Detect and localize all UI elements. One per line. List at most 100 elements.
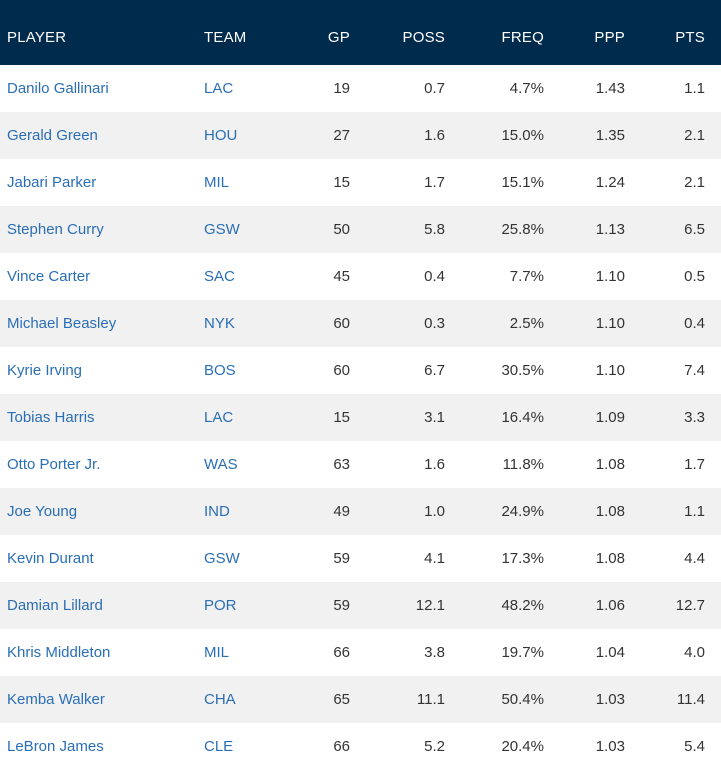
player-cell: Vince Carter [0,253,204,300]
poss-cell: 3.1 [424,409,445,426]
team-cell: GSW [204,535,302,582]
player-name-link[interactable]: LeBron James [7,738,104,755]
ppp-cell: 1.10 [595,268,625,285]
table-row: Kyrie Irving BOS 60 6.7 30.5% 1.10 7.4 [0,347,721,394]
team-link[interactable]: CLE [204,738,234,755]
gp-cell: 49 [333,503,350,520]
player-name-link[interactable]: Michael Beasley [7,315,117,332]
table-row: Stephen Curry GSW 50 5.8 25.8% 1.13 6.5 [0,206,721,253]
pts-cell: 0.5 [684,268,705,285]
column-header-player[interactable]: PLAYER [7,28,67,46]
player-name-link[interactable]: Tobias Harris [7,409,95,426]
column-header-ppp[interactable]: PPP [594,28,625,46]
poss-cell: 1.0 [424,503,445,520]
gp-cell: 66 [333,738,350,755]
pts-cell: 0.4 [684,315,705,332]
ppp-cell: 1.35 [595,127,625,144]
ppp-cell: 1.08 [595,550,625,567]
pts-cell: 11.4 [676,691,705,708]
pts-cell: 1.1 [684,503,705,520]
freq-cell: 2.5% [509,315,544,332]
freq-cell: 24.9% [501,503,544,520]
ppp-cell: 1.03 [595,738,625,755]
team-link[interactable]: WAS [204,456,238,473]
player-name-link[interactable]: Kemba Walker [7,691,105,708]
freq-cell: 30.5% [501,362,544,379]
team-link[interactable]: POR [204,597,237,614]
poss-cell: 0.3 [424,315,445,332]
pts-cell: 1.1 [684,80,705,97]
player-cell: Kemba Walker [0,676,204,723]
freq-cell: 11.8% [502,456,544,473]
player-cell: Michael Beasley [0,300,204,347]
team-link[interactable]: BOS [204,362,236,379]
freq-cell: 4.7% [509,80,544,97]
poss-cell: 1.6 [424,456,445,473]
pts-cell: 2.1 [684,127,705,144]
player-name-link[interactable]: Kyrie Irving [7,362,83,379]
gp-cell: 60 [333,362,350,379]
player-name-link[interactable]: Stephen Curry [7,221,104,238]
ppp-cell: 1.09 [595,409,625,426]
gp-cell: 59 [333,550,350,567]
table-body: Danilo Gallinari LAC 19 0.7 4.7% 1.43 1.1 Geral… [0,65,721,770]
player-cell: Tobias Harris [0,394,204,441]
table-row: Khris Middleton MIL 66 3.8 19.7% 1.04 4.0 [0,629,721,676]
freq-cell: 15.0% [501,127,544,144]
team-link[interactable]: IND [204,503,230,520]
team-link[interactable]: LAC [204,409,234,426]
player-cell: Kevin Durant [0,535,204,582]
team-link[interactable]: NYK [204,315,235,332]
table-row: Kevin Durant GSW 59 4.1 17.3% 1.08 4.4 [0,535,721,582]
player-name-link[interactable]: Otto Porter Jr. [7,456,101,473]
gp-cell: 63 [333,456,350,473]
player-name-link[interactable]: Joe Young [7,503,78,520]
column-header-gp[interactable]: GP [327,28,350,46]
table-row: Kemba Walker CHA 65 11.1 50.4% 1.03 11.4 [0,676,721,723]
pts-cell: 5.4 [684,738,705,755]
player-cell: LeBron James [0,723,204,770]
pts-cell: 1.7 [684,456,705,473]
team-link[interactable]: LAC [204,80,234,97]
ppp-cell: 1.06 [595,597,625,614]
player-name-link[interactable]: Vince Carter [7,268,91,285]
player-cell: Jabari Parker [0,159,204,206]
column-header-freq[interactable]: FREQ [501,28,544,46]
team-cell: LAC [204,65,302,112]
team-link[interactable]: GSW [204,550,240,567]
gp-cell: 19 [333,80,350,97]
team-link[interactable]: GSW [204,221,240,238]
team-cell: MIL [204,159,302,206]
player-name-link[interactable]: Danilo Gallinari [7,80,109,97]
team-link[interactable]: CHA [204,691,236,708]
freq-cell: 17.3% [501,550,544,567]
team-link[interactable]: HOU [204,127,238,144]
player-name-link[interactable]: Khris Middleton [7,644,111,661]
poss-cell: 0.4 [424,268,445,285]
player-cell: Kyrie Irving [0,347,204,394]
table-row: Damian Lillard POR 59 12.1 48.2% 1.06 12.7 [0,582,721,629]
pts-cell: 2.1 [684,174,705,191]
poss-cell: 11.1 [416,691,445,708]
poss-cell: 5.2 [424,738,445,755]
table-row: Otto Porter Jr. WAS 63 1.6 11.8% 1.08 1.7 [0,441,721,488]
team-link[interactable]: MIL [204,644,230,661]
team-link[interactable]: SAC [204,268,235,285]
ppp-cell: 1.08 [595,503,625,520]
team-cell: POR [204,582,302,629]
gp-cell: 27 [333,127,350,144]
player-name-link[interactable]: Jabari Parker [7,174,97,191]
column-header-pts[interactable]: PTS [675,28,705,46]
column-header-poss[interactable]: POSS [402,28,445,46]
player-cell: Khris Middleton [0,629,204,676]
column-header-team[interactable]: TEAM [204,28,247,46]
player-name-link[interactable]: Damian Lillard [7,597,103,614]
poss-cell: 1.6 [424,127,445,144]
player-name-link[interactable]: Gerald Green [7,127,98,144]
team-link[interactable]: MIL [204,174,230,191]
player-cell: Gerald Green [0,112,204,159]
player-name-link[interactable]: Kevin Durant [7,550,94,567]
gp-cell: 59 [333,597,350,614]
table-row: Jabari Parker MIL 15 1.7 15.1% 1.24 2.1 [0,159,721,206]
ppp-cell: 1.03 [595,691,625,708]
